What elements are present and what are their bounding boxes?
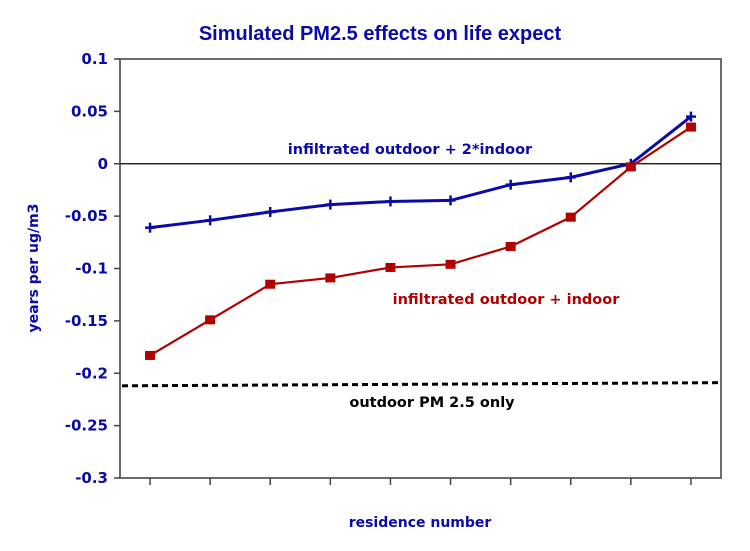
y-tick-label: -0.05 bbox=[65, 207, 108, 225]
chart-title: Simulated PM2.5 effects on life expect bbox=[199, 23, 562, 45]
data-point-plus bbox=[505, 179, 516, 190]
x-axis bbox=[149, 478, 692, 485]
y-tick-label: -0.15 bbox=[65, 312, 108, 330]
data-point-plus bbox=[685, 111, 696, 122]
data-point-plus bbox=[205, 215, 216, 226]
plot-area bbox=[119, 58, 722, 479]
series-2 bbox=[145, 122, 696, 360]
y-axis: 0.1 0.05 0 -0.05 -0.1 -0.15 -0.2 -0.25 -0.3 bbox=[65, 50, 120, 487]
dashed-reference-line bbox=[121, 381, 720, 388]
annotation-series-3: outdoor PM 2.5 only bbox=[349, 395, 515, 411]
series-1 bbox=[145, 111, 696, 233]
y-tick-label: 0.1 bbox=[81, 50, 108, 68]
y-tick-label: -0.3 bbox=[75, 469, 108, 487]
annotation-series-2: infiltrated outdoor + indoor bbox=[393, 292, 621, 308]
data-point-square bbox=[145, 350, 156, 360]
y-tick-label: 0.05 bbox=[71, 102, 108, 120]
y-tick-label: -0.25 bbox=[65, 417, 108, 435]
data-point-square bbox=[625, 162, 636, 172]
data-point-square bbox=[385, 262, 396, 272]
y-axis-label: years per ug/m3 bbox=[26, 204, 42, 333]
series-3 bbox=[121, 381, 720, 388]
series-layer bbox=[121, 111, 720, 388]
data-point-square bbox=[565, 212, 576, 222]
data-point-square bbox=[445, 259, 456, 269]
data-point-plus bbox=[265, 206, 276, 217]
data-point-square bbox=[265, 279, 276, 289]
data-point-plus bbox=[385, 196, 396, 207]
data-point-square bbox=[325, 273, 336, 283]
data-point-square bbox=[205, 315, 216, 325]
y-tick-label: 0 bbox=[98, 155, 108, 173]
data-point-plus bbox=[325, 199, 336, 210]
y-tick-label: -0.2 bbox=[75, 364, 108, 382]
y-tick-label: -0.1 bbox=[75, 260, 108, 278]
series-line bbox=[149, 126, 692, 357]
x-axis-label: residence number bbox=[349, 515, 492, 531]
data-point-plus bbox=[565, 172, 576, 183]
data-point-square bbox=[685, 122, 696, 132]
series-line bbox=[149, 115, 692, 230]
annotation-series-1: infiltrated outdoor + 2*indoor bbox=[288, 142, 533, 158]
data-point-plus bbox=[145, 222, 156, 233]
data-point-square bbox=[505, 242, 516, 252]
data-point-plus bbox=[445, 195, 456, 206]
